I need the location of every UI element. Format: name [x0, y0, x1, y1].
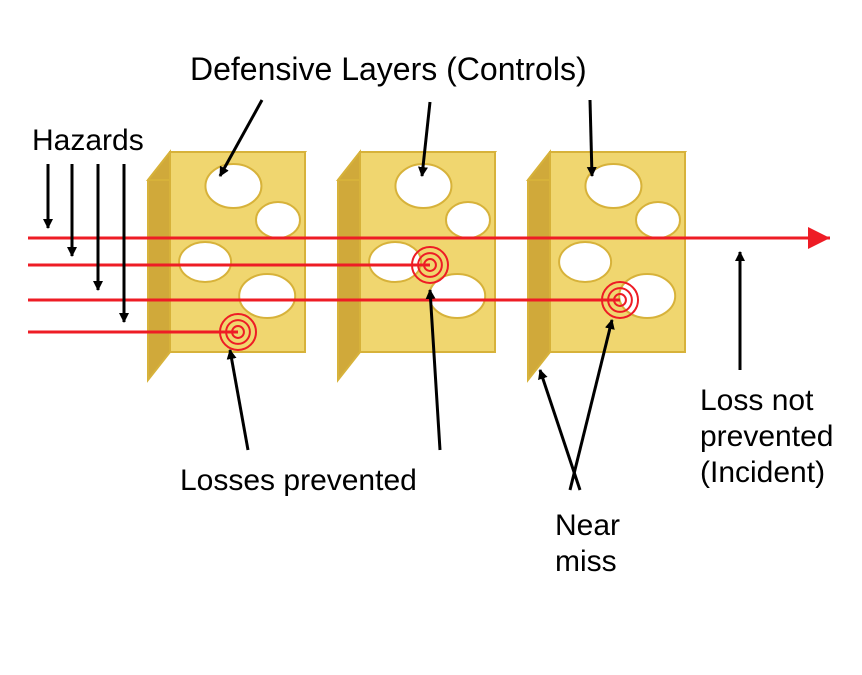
hazards-label: Hazards	[32, 124, 144, 157]
swiss-cheese-diagram: Defensive Layers (Controls) Hazards Loss…	[0, 0, 862, 675]
losses-prevented-label: Losses prevented	[180, 464, 417, 497]
near-miss-label-line1: Near	[555, 509, 620, 542]
loss-not-prevented-label-line1: Loss not	[700, 384, 814, 417]
hazard-arrows	[48, 164, 124, 322]
loss-not-prevented-label-line3: (Incident)	[700, 456, 825, 489]
near-miss-label-line2: miss	[555, 545, 617, 578]
title-label: Defensive Layers (Controls)	[190, 51, 587, 87]
loss-not-prevented-label-line2: prevented	[700, 420, 833, 453]
